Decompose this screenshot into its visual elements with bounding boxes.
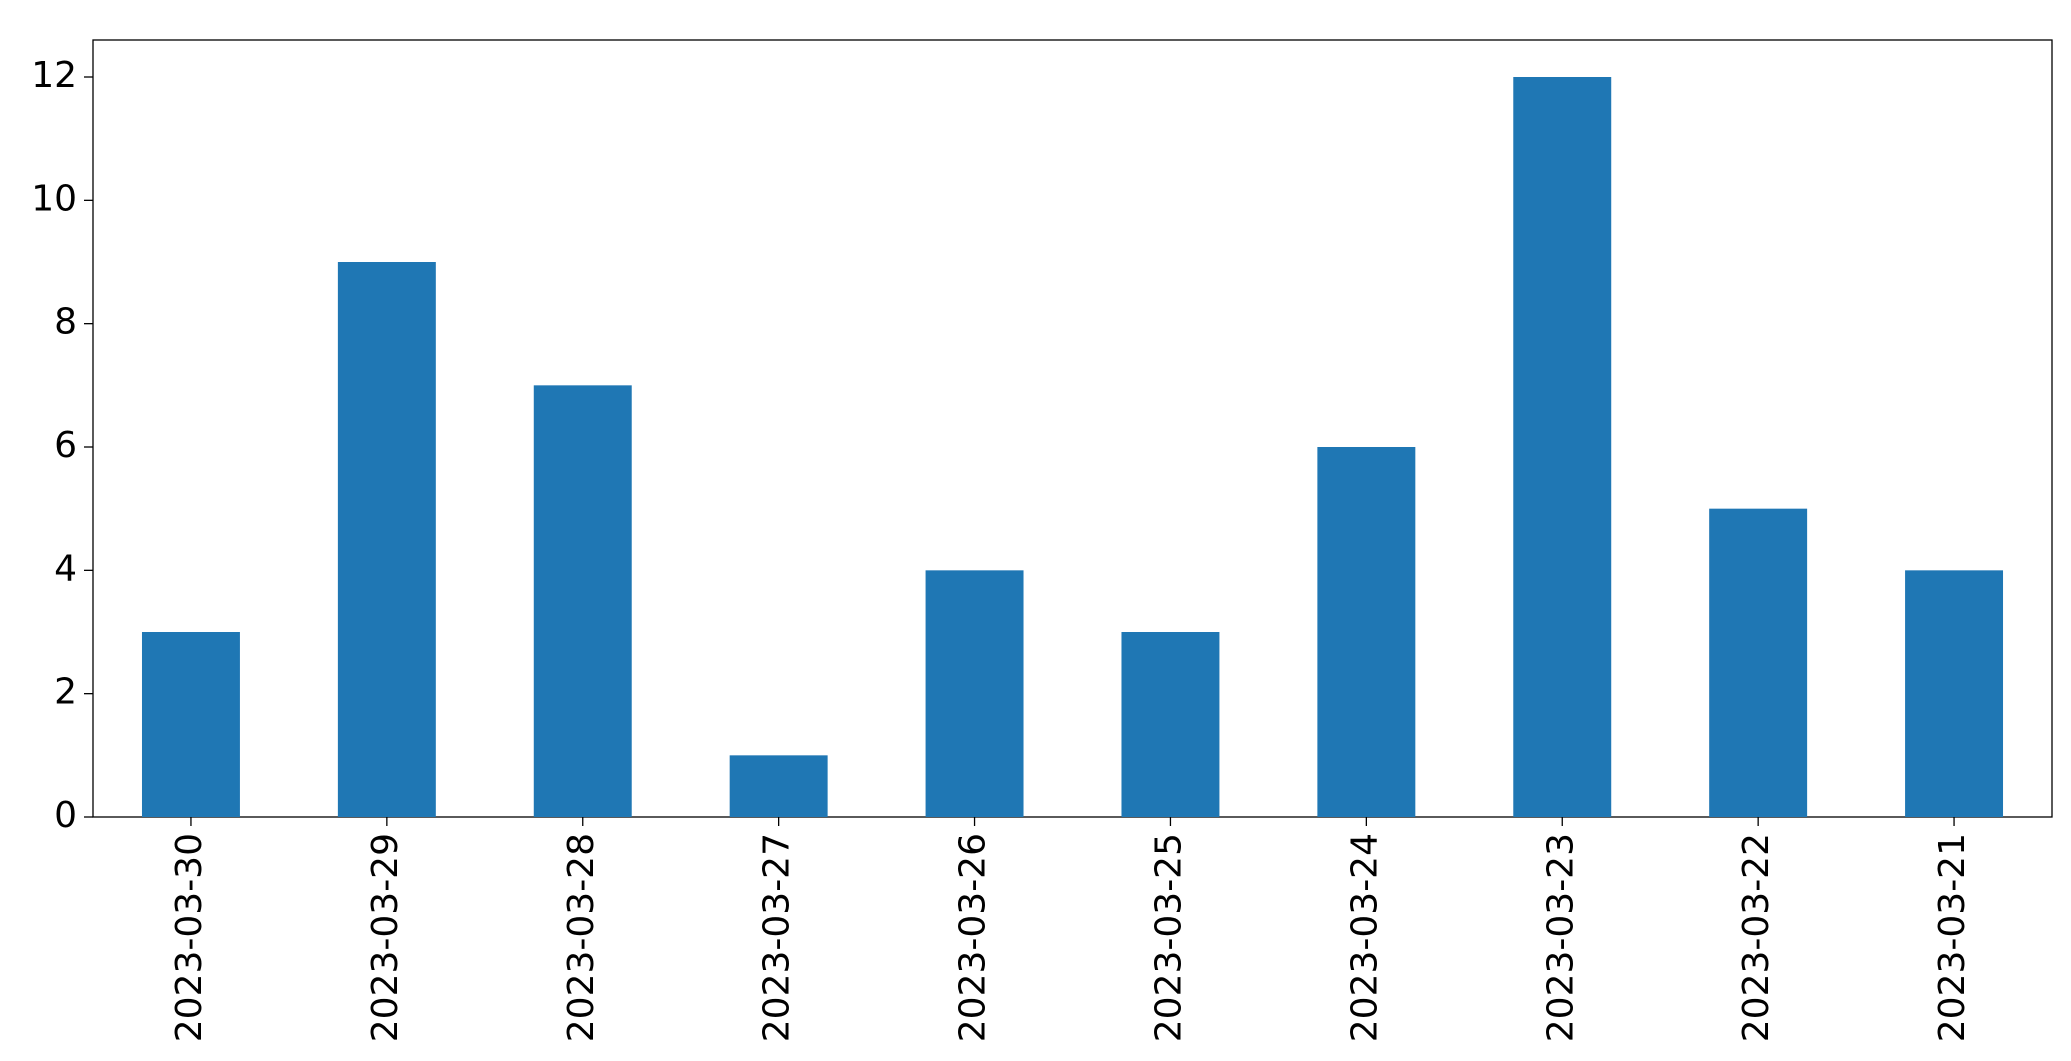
y-tick-label: 8 — [54, 302, 77, 343]
bar — [141, 632, 240, 817]
y-tick-label: 10 — [31, 178, 77, 219]
x-tick-label: 2023-03-30 — [169, 833, 210, 1042]
bar — [729, 755, 828, 817]
bar — [337, 262, 436, 817]
x-tick-label: 2023-03-23 — [1540, 833, 1581, 1042]
bar — [1513, 77, 1612, 817]
x-tick-label: 2023-03-24 — [1344, 833, 1385, 1042]
bar — [533, 385, 632, 817]
y-tick-label: 2 — [54, 672, 77, 713]
bar — [925, 570, 1024, 817]
bar — [1121, 632, 1220, 817]
bar — [1317, 447, 1416, 817]
bar — [1709, 508, 1808, 817]
x-tick-label: 2023-03-22 — [1736, 833, 1777, 1042]
x-tick-label: 2023-03-28 — [561, 833, 602, 1042]
axes-frame — [92, 39, 2053, 818]
y-tick-label: 6 — [54, 425, 77, 466]
x-tick-label: 2023-03-25 — [1148, 833, 1189, 1042]
y-tick-label: 4 — [54, 548, 77, 589]
x-tick-label: 2023-03-21 — [1932, 833, 1973, 1042]
bar — [1905, 570, 2004, 817]
y-tick-label: 12 — [31, 55, 77, 96]
y-tick-label: 0 — [54, 795, 77, 836]
x-tick-label: 2023-03-27 — [757, 833, 798, 1042]
x-tick-label: 2023-03-26 — [953, 833, 994, 1042]
x-tick-label: 2023-03-29 — [365, 833, 406, 1042]
